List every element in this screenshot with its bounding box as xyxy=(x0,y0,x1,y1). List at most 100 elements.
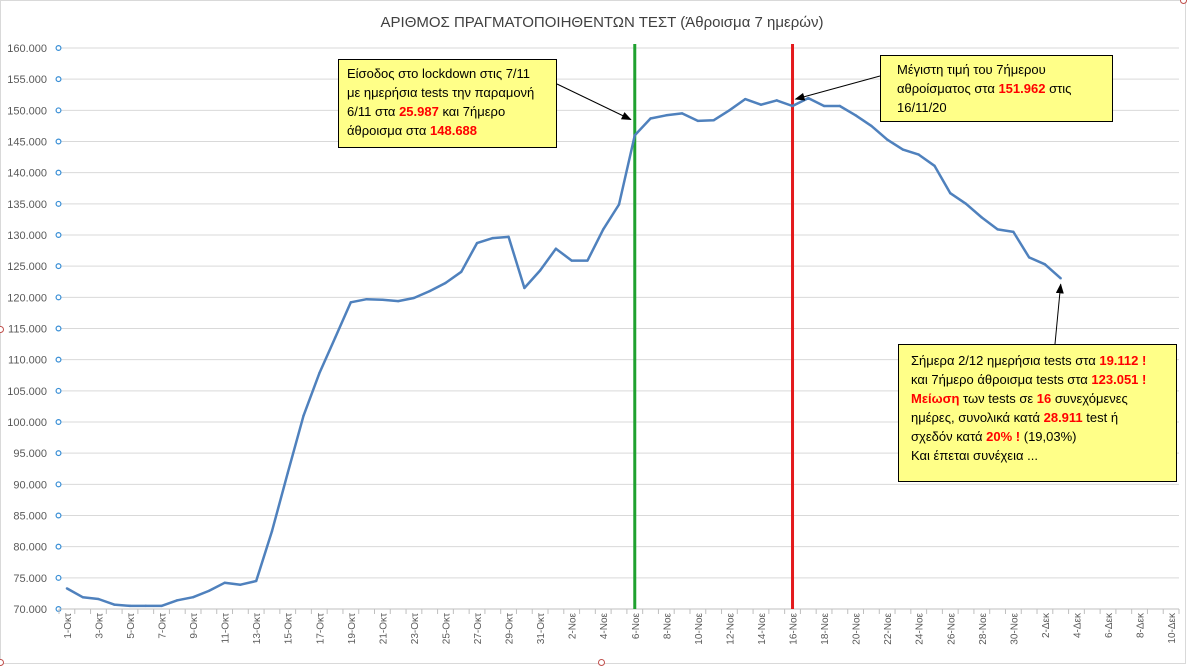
today-line4a: ημέρες, συνολικά κατά xyxy=(911,410,1044,425)
x-tick-label: 12-Νοε xyxy=(725,612,736,644)
data-point xyxy=(838,104,842,108)
chart-title: ΑΡΙΘΜΟΣ ΠΡΑΓΜΑΤΟΠΟΙΗΘΕΝΤΩΝ ΤΕΣΤ (Άθροισμ… xyxy=(381,14,824,31)
today-line3d: συνεχόμενες xyxy=(1051,391,1128,406)
lockdown-daily-value: 25.987 xyxy=(399,104,439,119)
x-tick-label: 8-Δεκ xyxy=(1136,612,1147,638)
data-point xyxy=(223,581,226,585)
data-point xyxy=(538,269,542,272)
y-axis-handle xyxy=(55,200,62,207)
x-tick-label: 15-Οκτ xyxy=(284,613,295,644)
data-point xyxy=(917,153,920,156)
x-tick-label: 20-Νοε xyxy=(852,612,863,644)
data-point xyxy=(523,286,526,290)
y-tick-label: 125.000 xyxy=(7,261,47,273)
x-tick-label: 6-Δεκ xyxy=(1104,612,1115,638)
data-point xyxy=(807,96,810,100)
today-line3b: των tests σε xyxy=(959,391,1037,406)
data-point xyxy=(822,104,826,108)
data-point xyxy=(759,103,763,106)
x-tick-label: 14-Νοε xyxy=(757,612,768,644)
max-arrow xyxy=(794,75,881,101)
data-point xyxy=(333,336,337,340)
data-point xyxy=(444,281,447,285)
x-tick-label: 19-Οκτ xyxy=(347,613,358,644)
data-point xyxy=(176,599,179,602)
today-decrease-word: Μείωση xyxy=(911,391,960,406)
x-tick-label: 10-Δεκ xyxy=(1167,612,1178,644)
data-point xyxy=(554,247,558,250)
x-tick-label: 6-Νοε xyxy=(631,612,642,639)
data-point xyxy=(728,109,731,112)
today-line2a: και 7ήμερο άθροισμα tests στα xyxy=(911,372,1092,387)
lockdown-line1: Είσοδος στο lockdown στις 7/11 xyxy=(347,66,531,81)
x-tick-label: 9-Οκτ xyxy=(189,613,200,639)
data-point xyxy=(870,124,873,128)
lockdown-arrow xyxy=(556,83,632,120)
data-point xyxy=(680,112,684,115)
data-point xyxy=(980,216,984,219)
y-tick-label: 90.000 xyxy=(13,479,47,491)
data-point xyxy=(1043,263,1047,266)
y-axis-handle xyxy=(55,325,62,332)
x-tick-label: 11-Οκτ xyxy=(221,613,232,643)
max-line3: 16/11/20 xyxy=(897,100,947,115)
max-line2a: αθροίσματος στα xyxy=(897,81,999,96)
data-point xyxy=(460,270,463,273)
data-point xyxy=(885,138,889,141)
data-point xyxy=(696,119,700,123)
lockdown-line4a: άθροισμα στα xyxy=(347,123,431,138)
data-point xyxy=(381,298,384,302)
y-tick-label: 70.000 xyxy=(13,604,47,616)
today-callout: Σήμερα 2/12 ημερήσια tests στα 19.112 ! … xyxy=(898,344,1177,482)
y-axis-handle xyxy=(55,294,62,301)
today-line5a: σχεδόν κατά xyxy=(911,429,987,444)
data-point xyxy=(113,603,116,606)
x-tick-label: 30-Νοε xyxy=(1009,612,1020,644)
data-point xyxy=(97,597,100,601)
data-point xyxy=(665,114,668,117)
y-axis-handle xyxy=(55,574,62,581)
x-tick-label: 10-Νοε xyxy=(694,612,705,644)
y-tick-label: 115.000 xyxy=(8,324,47,336)
data-point xyxy=(81,595,84,599)
data-point xyxy=(191,595,195,599)
resize-handle-left-center[interactable] xyxy=(0,326,4,333)
data-point xyxy=(475,241,479,245)
data-point xyxy=(254,579,258,583)
y-axis-handle xyxy=(55,169,62,176)
lockdown-callout: Είσοδος στο lockdown στις 7/11 με ημερήσ… xyxy=(338,59,557,148)
x-tick-label: 24-Νοε xyxy=(915,612,926,644)
data-point xyxy=(396,299,400,303)
x-tick-label: 18-Νοε xyxy=(820,612,831,644)
y-tick-label: 130.000 xyxy=(7,230,47,242)
resize-handle-bottom-center[interactable] xyxy=(598,659,605,666)
data-point xyxy=(602,228,605,231)
x-tick-label: 26-Νοε xyxy=(946,612,957,644)
y-axis-handle xyxy=(55,450,62,457)
data-point xyxy=(286,471,289,475)
y-tick-label: 105.000 xyxy=(7,386,47,398)
x-tick-label: 22-Νοε xyxy=(883,612,894,644)
y-tick-label: 80.000 xyxy=(13,542,47,554)
x-tick-label: 3-Οκτ xyxy=(94,613,105,639)
data-point xyxy=(1012,230,1015,234)
lockdown-line3a: 6/11 στα xyxy=(347,104,400,119)
data-point xyxy=(712,119,715,122)
data-point xyxy=(901,148,905,151)
y-axis-handle xyxy=(55,356,62,363)
x-tick-label: 23-Οκτ xyxy=(410,613,421,644)
today-line6: Και έπεται συνέχεια ... xyxy=(911,448,1038,463)
y-tick-label: 140.000 xyxy=(7,168,47,180)
data-point xyxy=(365,298,368,301)
data-point xyxy=(933,164,936,168)
data-point xyxy=(412,296,416,300)
data-point xyxy=(964,202,968,206)
data-point xyxy=(428,289,431,293)
series-line xyxy=(66,96,1062,608)
y-tick-label: 85.000 xyxy=(13,511,47,523)
data-point xyxy=(649,117,652,120)
resize-handle-top-right[interactable] xyxy=(1180,0,1187,4)
today-drop-value: 28.911 xyxy=(1043,410,1083,425)
data-point xyxy=(318,372,321,375)
data-point xyxy=(270,529,274,533)
